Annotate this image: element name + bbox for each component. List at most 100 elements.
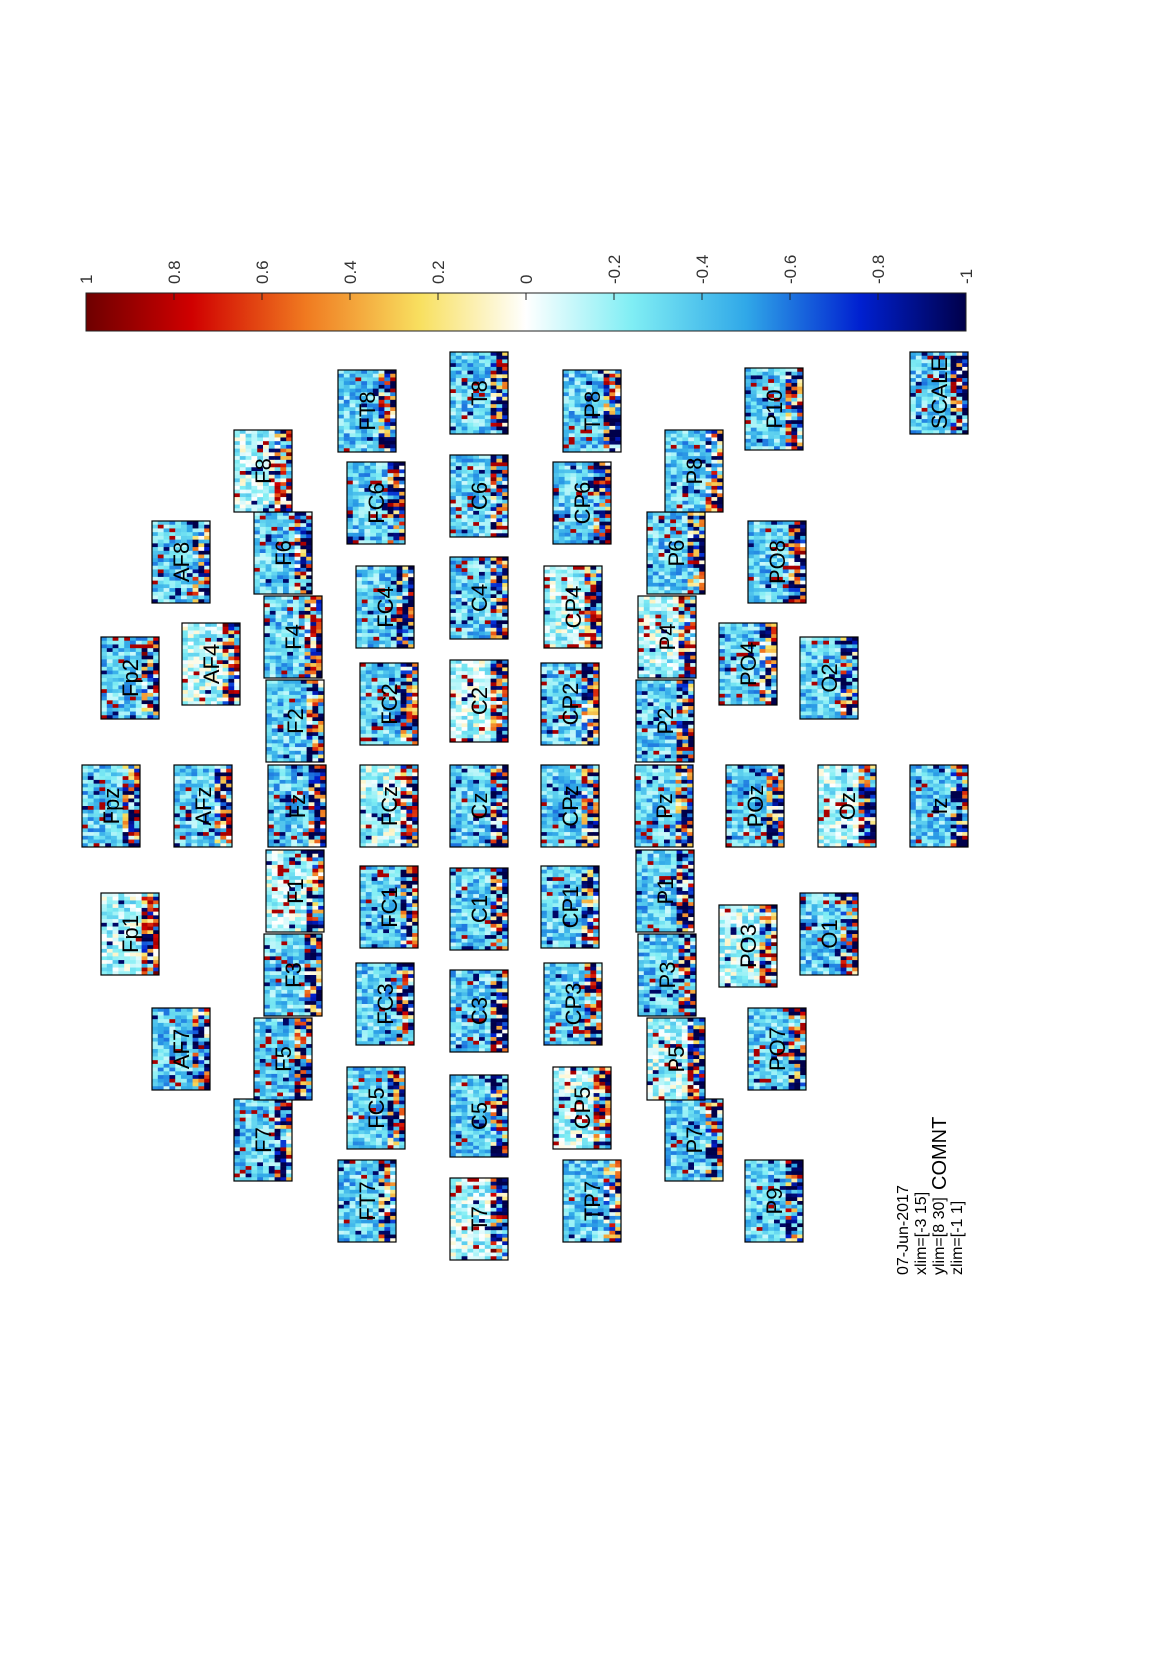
heat-cell — [264, 607, 271, 612]
heat-cell — [281, 659, 288, 664]
heat-cell — [197, 794, 204, 799]
heat-cell — [271, 1029, 278, 1034]
heat-cell — [399, 1108, 406, 1113]
heat-cell — [365, 689, 372, 694]
heat-cell — [314, 832, 321, 837]
heat-cell — [181, 595, 188, 600]
heat-cell — [283, 545, 290, 550]
heat-cell — [291, 813, 298, 818]
heat-cell — [394, 903, 401, 908]
heat-cell — [408, 566, 415, 571]
heat-cell — [286, 444, 293, 449]
heat-cell — [390, 1160, 397, 1165]
heat-cell — [291, 765, 298, 770]
heat-cell — [130, 659, 137, 664]
heat-cell — [400, 892, 407, 897]
heat-cell — [135, 711, 142, 716]
heat-cell — [271, 902, 278, 907]
heat-cell — [239, 1110, 246, 1115]
heat-cell — [277, 1073, 284, 1078]
heat-cell — [182, 656, 189, 661]
heat-cell — [153, 651, 160, 656]
heat-cell — [268, 776, 275, 781]
heat-cell — [355, 1230, 362, 1235]
heat-cell — [360, 783, 367, 788]
heat-cell — [259, 523, 266, 528]
heat-cell — [87, 765, 94, 770]
heat-cell — [275, 963, 282, 968]
heat-cell — [266, 721, 273, 726]
heat-cell — [379, 569, 386, 574]
heat-cell — [220, 783, 227, 788]
heat-cell — [175, 1071, 182, 1076]
heat-cell — [141, 648, 148, 653]
heat-cell — [318, 902, 325, 907]
heat-cell — [234, 1177, 241, 1182]
heat-cell — [280, 485, 287, 490]
heat-cell — [274, 504, 281, 509]
heat-cell — [234, 1102, 241, 1107]
heat-cell — [259, 1040, 266, 1045]
heat-cell — [187, 623, 194, 628]
heat-cell — [105, 835, 112, 840]
heat-cell — [295, 724, 302, 729]
heat-cell — [365, 888, 372, 893]
heat-cell — [106, 707, 113, 712]
heat-cell — [264, 1008, 271, 1013]
heat-cell — [254, 1044, 261, 1049]
heat-cell — [291, 817, 298, 822]
heat-cell — [269, 659, 276, 664]
heat-cell — [283, 530, 290, 535]
heat-cell — [266, 687, 273, 692]
heat-cell — [291, 832, 298, 837]
heat-cell — [193, 630, 200, 635]
heat-cell — [82, 783, 89, 788]
heat-cell — [412, 925, 419, 930]
heat-cell — [288, 538, 295, 543]
heat-cell — [280, 452, 287, 457]
heat-cell — [394, 918, 401, 923]
heat-cell — [257, 1166, 264, 1171]
heat-cell — [393, 1100, 400, 1105]
heat-cell — [203, 772, 210, 777]
heat-cell — [87, 794, 94, 799]
heat-cell — [216, 664, 223, 669]
heat-cell — [406, 809, 413, 814]
heat-cell — [192, 524, 199, 529]
heat-cell — [157, 558, 164, 563]
heat-cell — [373, 577, 380, 582]
heat-cell — [277, 902, 284, 907]
heat-cell — [279, 806, 286, 811]
heat-cell — [310, 622, 317, 627]
heat-cell — [186, 1078, 193, 1083]
heat-cell — [124, 644, 131, 649]
heat-cell — [389, 817, 396, 822]
heat-cell — [371, 940, 378, 945]
heat-cell — [399, 1104, 406, 1109]
heat-cell — [204, 1041, 211, 1046]
heat-cell — [302, 783, 309, 788]
heat-cell — [306, 582, 313, 587]
heat-cell — [153, 948, 160, 953]
heat-cell — [406, 888, 413, 893]
heat-cell — [147, 952, 154, 957]
heat-cell — [390, 1174, 397, 1179]
heat-cell — [371, 711, 378, 716]
heat-cell — [122, 820, 129, 825]
heat-cell — [222, 649, 229, 654]
heat-cell — [264, 937, 271, 942]
heat-cell — [291, 794, 298, 799]
heat-cell — [187, 682, 194, 687]
heat-cell — [175, 1067, 182, 1072]
heat-cell — [263, 1173, 270, 1178]
heat-cell — [175, 1015, 182, 1020]
heat-cell — [365, 929, 372, 934]
heat-cell — [163, 1063, 170, 1068]
heat-cell — [352, 1137, 359, 1142]
heat-cell — [275, 978, 282, 983]
heat-cell — [181, 1026, 188, 1031]
heat-cell — [198, 1045, 205, 1050]
heat-cell — [182, 660, 189, 665]
heat-cell — [169, 1019, 176, 1024]
heat-cell — [390, 985, 397, 990]
